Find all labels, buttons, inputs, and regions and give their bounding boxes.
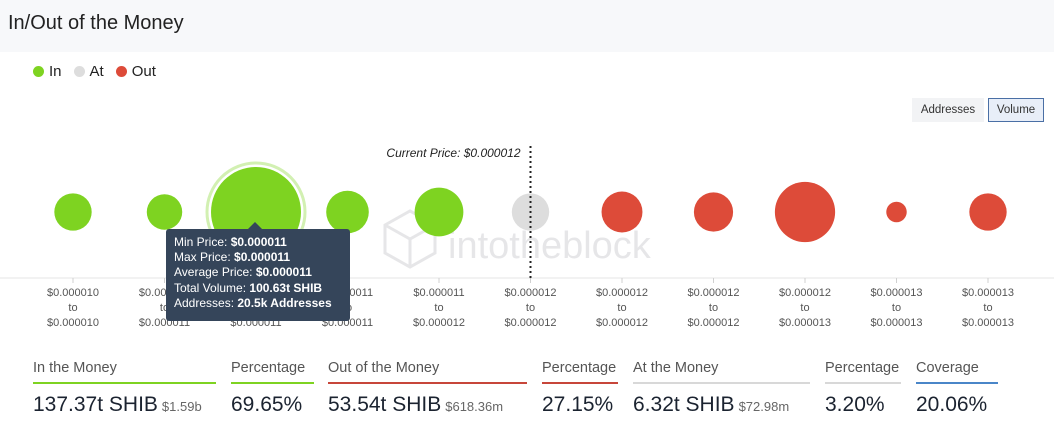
x-tick-label: $0.000012 [505, 317, 557, 329]
stat-at-the-money: At the Money 6.32t SHIB $72.98m [633, 360, 810, 417]
stat-underline [916, 382, 998, 384]
x-tick-label: to [160, 302, 169, 314]
header-bar: In/Out of the Money [0, 0, 1054, 52]
tooltip-arrow [248, 222, 262, 229]
stat-subvalue: $1.59b [161, 399, 202, 414]
legend-item-in[interactable]: In [33, 63, 62, 80]
stat-value: 20.06% [916, 393, 988, 416]
tooltip-row-min-price: Min Price: $0.000011 [174, 235, 287, 249]
legend-item-at[interactable]: At [73, 63, 104, 80]
stat-underline [33, 382, 216, 384]
x-tick-label: $0.000012 [413, 317, 465, 329]
x-tick-label: $0.000012 [779, 287, 831, 299]
tooltip-row-total-volume: Total Volume: 100.63t SHIB [174, 280, 323, 295]
volume-toggle-button[interactable]: Volume [988, 98, 1044, 122]
bubble-2[interactable] [146, 194, 183, 230]
stat-label: Percentage [231, 360, 306, 376]
current-price-label: Current Price: $0.000012 [386, 146, 520, 160]
stat-at-percentage: Percentage 3.20% [825, 360, 901, 417]
x-tick-label: to [709, 302, 718, 314]
legend-out-label: Out [131, 63, 156, 80]
x-tick-label: $0.000013 [871, 287, 923, 299]
legend-at-label: At [89, 63, 104, 80]
bubble-5[interactable] [414, 187, 464, 237]
stat-in-the-money: In the Money 137.37t SHIB $1.59b [33, 360, 216, 417]
stat-value: 53.54t SHIB $618.36m [328, 393, 504, 416]
addresses-toggle-button[interactable]: Addresses [912, 98, 984, 122]
bubble-1[interactable] [54, 193, 92, 231]
stat-value: 69.65% [231, 393, 303, 416]
x-tick-label: $0.000012 [505, 287, 557, 299]
x-tick-label: $0.000013 [779, 317, 831, 329]
legend: In At Out [33, 63, 156, 80]
x-tick-label: $0.000012 [688, 317, 740, 329]
x-tick-label: $0.000013 [962, 287, 1014, 299]
bubble-4[interactable] [326, 190, 369, 234]
tooltip-row-addresses: Addresses: 20.5k Addresses [174, 295, 332, 310]
chart-tooltip: Min Price: $0.000011 Max Price: $0.00001… [166, 222, 350, 321]
legend-item-out[interactable]: Out [115, 63, 156, 80]
x-tick-label: $0.000012 [596, 287, 648, 299]
bubble-11[interactable] [969, 193, 1007, 231]
x-tick-label: to [617, 302, 626, 314]
x-tick-label: $0.000012 [688, 287, 740, 299]
x-tick-label: $0.000010 [47, 287, 99, 299]
x-tick-label: $0.000013 [871, 317, 923, 329]
stat-underline [825, 382, 901, 384]
stat-value: 137.37t SHIB $1.59b [33, 393, 202, 416]
bubble-chart: intotheblock$0.000010to$0.000010$0.00001… [0, 146, 1054, 329]
stat-label: In the Money [33, 360, 117, 376]
bubble-8[interactable] [693, 192, 734, 232]
x-tick-label: to [68, 302, 77, 314]
bubble-10[interactable] [886, 201, 907, 223]
stat-label: Out of the Money [328, 360, 440, 376]
stat-label: At the Money [633, 360, 719, 376]
stat-coverage: Coverage 20.06% [916, 360, 998, 417]
stat-in-percentage: Percentage 69.65% [231, 360, 314, 417]
x-tick-label: $0.000012 [596, 317, 648, 329]
tooltip-row-average-price: Average Price: $0.000011 [174, 265, 312, 280]
stat-subvalue: $72.98m [738, 399, 790, 414]
stat-out-of-the-money: Out of the Money 53.54t SHIB $618.36m [328, 360, 527, 417]
stat-out-percentage: Percentage 27.15% [542, 360, 618, 417]
stat-value: 27.15% [542, 393, 614, 416]
legend-out-dot [115, 66, 127, 77]
stat-label: Coverage [916, 360, 979, 376]
stat-underline [328, 382, 527, 384]
stat-underline [633, 382, 810, 384]
summary-stats: In the Money 137.37t SHIB $1.59b Percenta… [0, 360, 1054, 430]
x-tick-label: to [800, 302, 809, 314]
stat-underline [231, 382, 314, 384]
x-tick-label: $0.000013 [962, 317, 1014, 329]
x-tick-label: to [526, 302, 535, 314]
page-title: In/Out of the Money [8, 12, 184, 34]
stat-label: Percentage [825, 360, 900, 376]
legend-in-dot [33, 66, 44, 77]
tooltip-row-max-price: Max Price: $0.000011 [174, 250, 291, 265]
legend-at-dot [73, 66, 85, 77]
stat-label: Percentage [542, 360, 617, 376]
x-tick-label: $0.000011 [413, 287, 464, 299]
stat-value: 6.32t SHIB $72.98m [633, 393, 790, 416]
stat-underline [542, 382, 618, 384]
x-tick-label: to [983, 302, 992, 314]
x-tick-label: to [892, 302, 901, 314]
x-tick-label: $0.000010 [47, 317, 99, 329]
bubble-9[interactable] [774, 181, 836, 243]
bubble-7[interactable] [601, 191, 643, 233]
stat-subvalue: $618.36m [445, 399, 504, 414]
x-tick-label: to [434, 302, 443, 314]
legend-in-label: In [49, 63, 62, 80]
stat-value: 3.20% [825, 393, 885, 416]
